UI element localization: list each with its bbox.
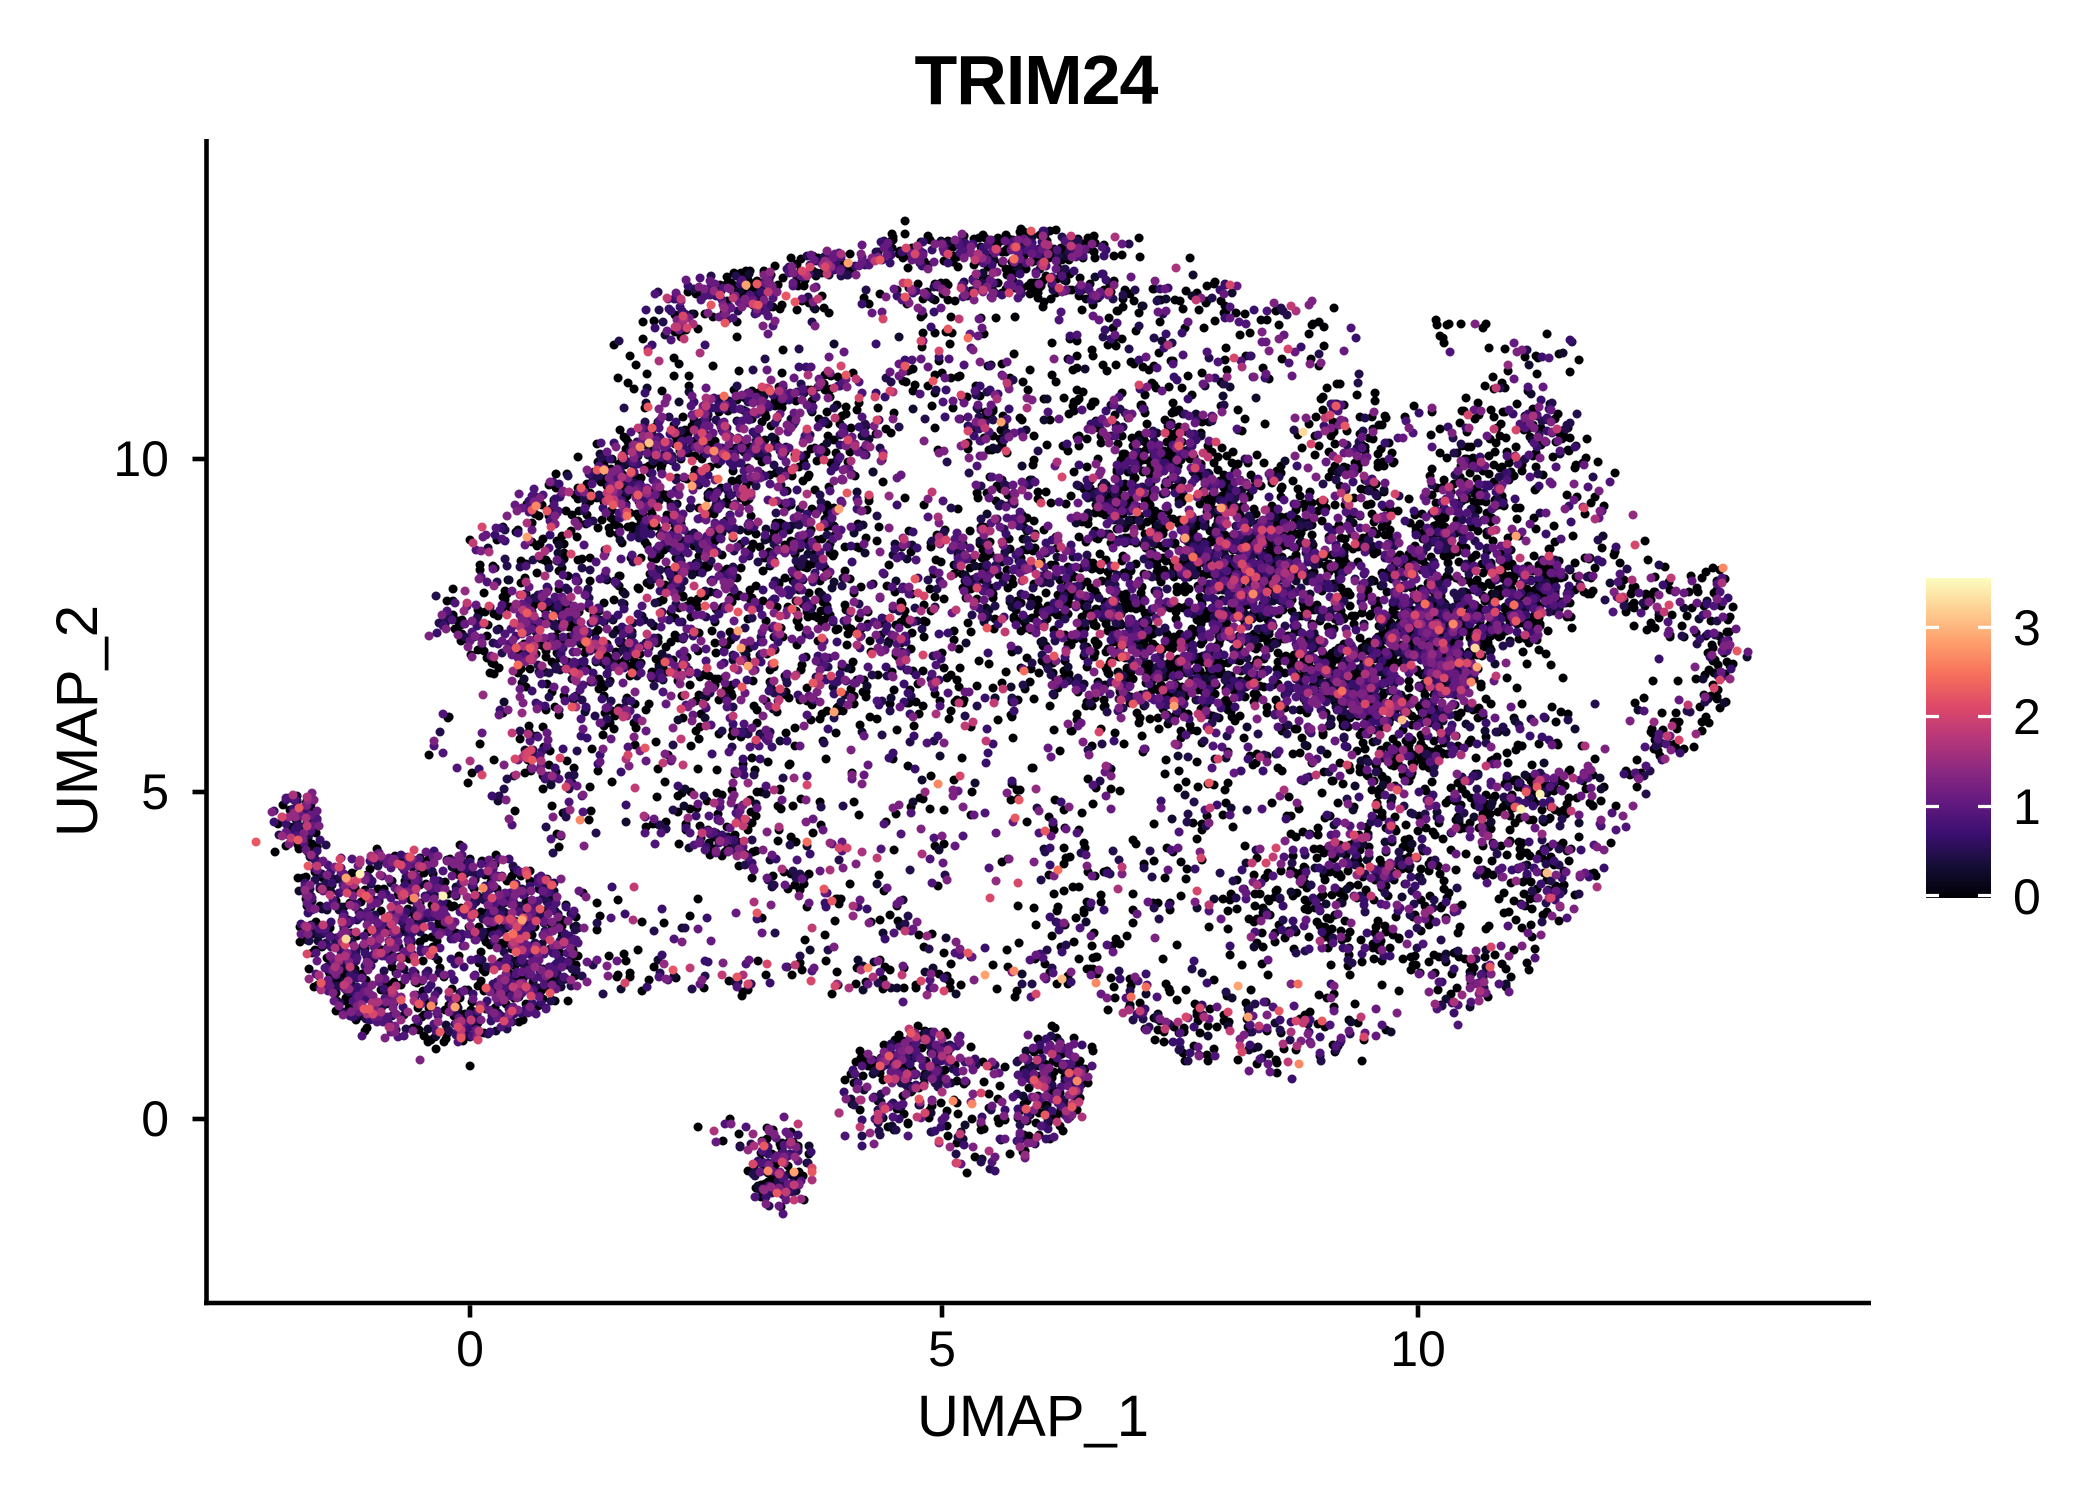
svg-text:10: 10: [113, 431, 169, 487]
svg-text:TRIM24: TRIM24: [915, 41, 1159, 119]
svg-text:UMAP_1: UMAP_1: [917, 1384, 1149, 1449]
svg-text:3: 3: [2013, 600, 2041, 656]
svg-text:5: 5: [928, 1321, 956, 1377]
svg-text:5: 5: [141, 764, 169, 820]
svg-text:0: 0: [141, 1091, 169, 1147]
svg-text:0: 0: [2013, 869, 2041, 925]
svg-text:UMAP_2: UMAP_2: [45, 605, 110, 837]
svg-text:2: 2: [2013, 689, 2041, 745]
svg-text:10: 10: [1390, 1321, 1446, 1377]
svg-text:0: 0: [456, 1321, 484, 1377]
svg-text:1: 1: [2013, 779, 2041, 835]
